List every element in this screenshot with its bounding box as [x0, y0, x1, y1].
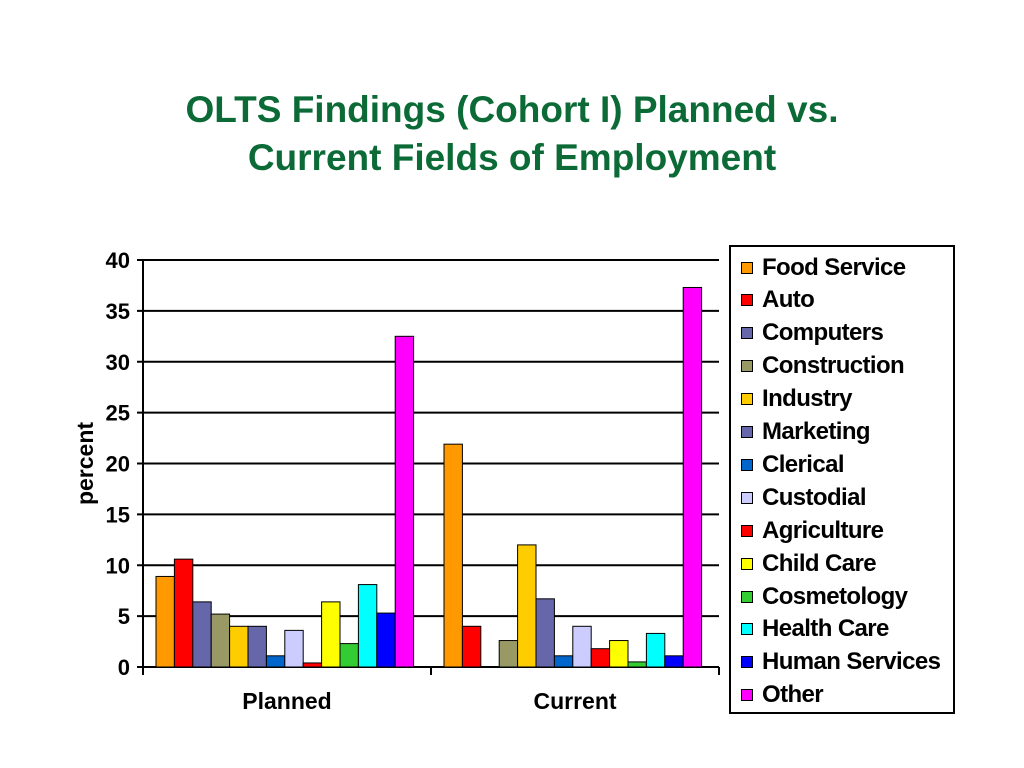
legend-item: Agriculture: [741, 514, 884, 547]
legend-swatch: [741, 327, 753, 340]
legend-swatch: [741, 491, 753, 504]
bar-industry: [229, 625, 249, 668]
bar-other: [394, 335, 415, 668]
legend-item: Health Care: [741, 613, 889, 646]
bar-construction: [210, 613, 231, 668]
bar-food-service: [443, 443, 463, 668]
x-tick-label: Current: [533, 688, 616, 714]
legend-label: Human Services: [762, 648, 941, 676]
y-tick-label: 25: [106, 401, 130, 426]
chart-title-line-1: OLTS Findings (Cohort I) Planned vs.: [185, 89, 839, 130]
bar-auto: [461, 625, 482, 668]
y-tick-label: 30: [106, 350, 130, 375]
legend-item: Other: [741, 679, 824, 712]
legend-label: Other: [762, 681, 824, 709]
legend-swatch: [741, 294, 753, 307]
bar-food-service: [155, 575, 175, 668]
legend-swatch: [741, 590, 753, 603]
legend-item: Construction: [741, 350, 905, 383]
legend-item: Marketing: [741, 416, 871, 449]
legend-swatch: [741, 458, 753, 471]
legend-label: Child Care: [762, 549, 877, 577]
legend-label: Computers: [762, 319, 884, 347]
legend-item: Custodial: [741, 481, 867, 514]
legend-label: Agriculture: [762, 516, 884, 544]
y-tick-label: 5: [118, 604, 130, 629]
legend-item: Human Services: [741, 646, 941, 679]
legend-label: Cosmetology: [762, 582, 908, 610]
bar-clerical: [553, 655, 574, 668]
legend-swatch: [741, 656, 753, 669]
bar-custodial: [572, 625, 592, 668]
legend-item: Child Care: [741, 547, 877, 580]
bar-clerical: [265, 655, 286, 668]
legend-item: Clerical: [741, 448, 845, 481]
legend-swatch: [741, 524, 753, 537]
bar-computers: [192, 601, 212, 668]
y-tick-label: 15: [106, 502, 130, 527]
legend-label: Industry: [762, 385, 852, 413]
chart-title-line-2: Current Fields of Employment: [247, 137, 777, 178]
legend-item: Auto: [741, 284, 815, 317]
y-axis-label: percent: [72, 422, 98, 505]
legend-label: Custodial: [762, 483, 867, 511]
bar-agriculture: [302, 662, 323, 668]
legend-swatch: [741, 426, 753, 438]
legend-swatch: [741, 557, 753, 570]
bar-industry: [517, 544, 537, 668]
bar-child-care: [609, 640, 629, 668]
bar-human-services: [376, 612, 396, 668]
legend-item: Cosmetology: [741, 580, 908, 613]
bar-marketing: [247, 625, 267, 668]
legend-label: Construction: [762, 352, 905, 380]
bar-health-care: [645, 632, 666, 668]
y-tick-label: 0: [118, 655, 130, 680]
legend-swatch: [741, 393, 753, 406]
bar-other: [682, 286, 703, 668]
y-tick-label: 35: [106, 299, 130, 324]
bar-cosmetology: [627, 661, 647, 668]
legend-label: Food Service: [762, 253, 906, 281]
y-tick-label: 10: [106, 553, 130, 578]
x-tick-label: Planned: [242, 688, 331, 714]
legend-swatch: [741, 360, 753, 373]
legend-label: Auto: [762, 286, 815, 314]
legend-swatch: [741, 623, 753, 636]
chart-legend: Food Service Auto Computers Construction Ind…: [729, 245, 955, 714]
bar-construction: [498, 640, 519, 668]
legend-label: Marketing: [762, 418, 871, 445]
legend-swatch: [741, 689, 753, 702]
y-tick-label: 20: [106, 452, 130, 477]
legend-swatch: [741, 261, 753, 274]
bar-child-care: [321, 601, 341, 668]
legend-label: Clerical: [762, 450, 845, 478]
bar-auto: [173, 558, 194, 668]
chart-title: OLTS Findings (Cohort I) Planned vs. Cur…: [0, 86, 1024, 182]
y-tick-label: 40: [106, 248, 130, 273]
bar-custodial: [284, 629, 304, 668]
bar-marketing: [535, 598, 555, 668]
legend-item: Industry: [741, 383, 852, 416]
legend-label: Health Care: [762, 615, 889, 643]
legend-item: Food Service: [741, 251, 906, 284]
bar-agriculture: [590, 648, 611, 668]
bar-health-care: [357, 584, 378, 668]
bar-cosmetology: [339, 643, 359, 668]
bar-human-services: [664, 655, 684, 668]
legend-item: Computers: [741, 317, 884, 350]
